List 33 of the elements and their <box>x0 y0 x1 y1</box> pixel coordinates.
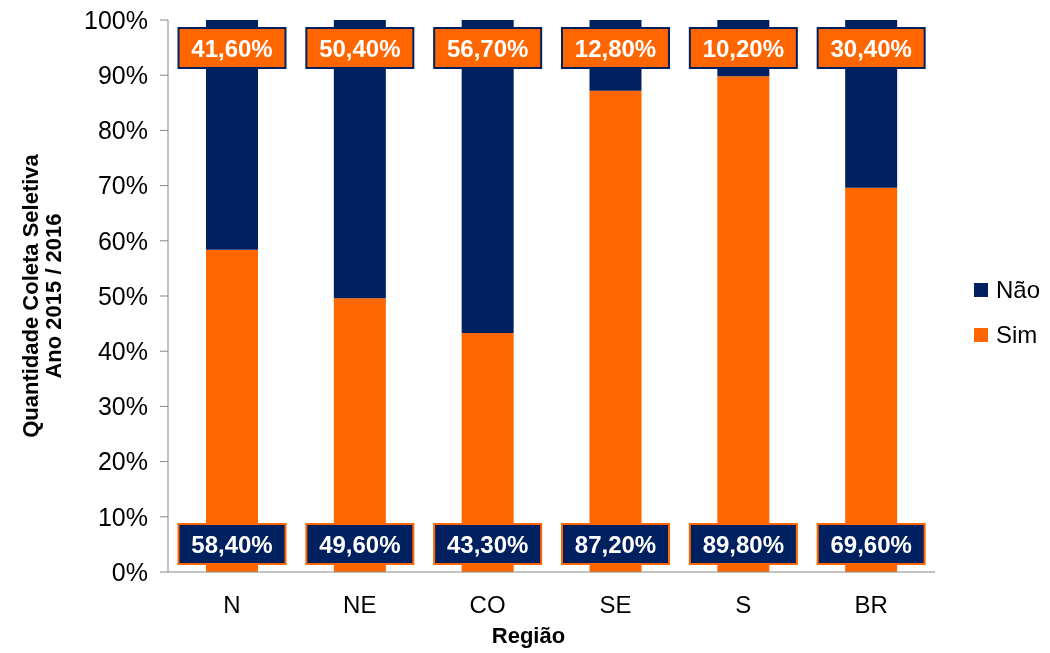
data-label: 43,30% <box>446 530 529 558</box>
data-label: 69,60% <box>830 530 912 558</box>
y-tick-label: 30% <box>97 392 148 421</box>
x-axis-title: Região <box>491 623 566 648</box>
data-label: 49,60% <box>319 530 401 558</box>
y-tick-label: 70% <box>97 171 148 200</box>
x-tick-label: SE <box>599 591 632 619</box>
x-tick-label: N <box>223 591 241 619</box>
y-tick-label: 90% <box>97 61 148 90</box>
x-tick-label: BR <box>854 591 888 619</box>
y-tick-label: 0% <box>111 557 148 586</box>
y-tick-label: 40% <box>97 337 148 366</box>
y-axis-title: Quantidade Coleta Seletiva Ano 2015 / 2016 <box>18 153 66 438</box>
y-tick-label: 50% <box>97 281 148 310</box>
data-label: 30,40% <box>830 34 912 62</box>
y-tick-label: 100% <box>84 5 148 34</box>
x-tick-label: CO <box>469 591 506 619</box>
data-label: 10,20% <box>702 34 785 62</box>
data-label: 12,80% <box>574 34 657 62</box>
data-label: 89,80% <box>702 530 785 558</box>
data-label: 50,40% <box>319 34 401 62</box>
data-label: 56,70% <box>446 34 529 62</box>
data-label: 58,40% <box>191 530 273 558</box>
y-tick-label: 60% <box>97 226 148 255</box>
x-tick-label: NE <box>343 591 377 619</box>
x-tick-label: S <box>735 591 752 619</box>
data-label: 41,60% <box>191 34 273 62</box>
y-tick-label: 20% <box>97 447 148 476</box>
data-label: 87,20% <box>574 530 657 558</box>
legend-label: Não <box>996 276 1041 304</box>
legend-label: Sim <box>996 321 1038 349</box>
y-tick-label: 80% <box>97 116 148 145</box>
y-tick-label: 10% <box>97 502 148 531</box>
